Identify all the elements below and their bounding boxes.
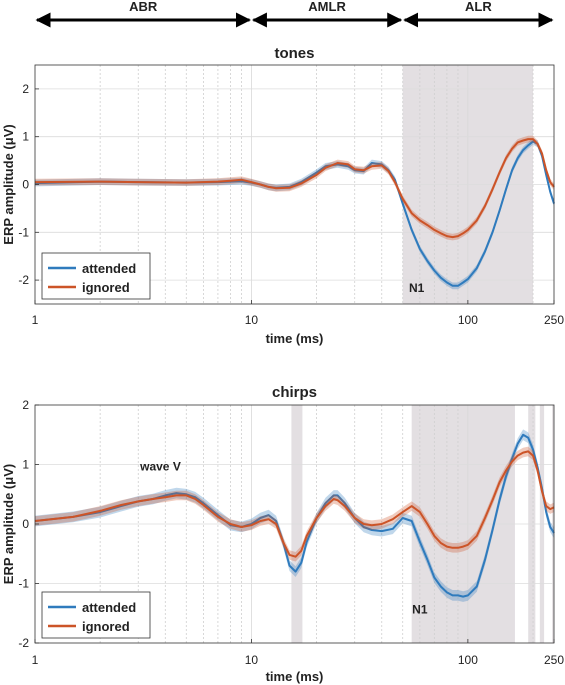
chart-title: tones — [274, 45, 314, 62]
x-tick-label: 250 — [544, 653, 564, 667]
region-label: ALR — [465, 0, 492, 14]
x-axis-label: time (ms) — [266, 331, 324, 346]
y-tick-label: -1 — [18, 577, 29, 591]
y-tick-label: 1 — [22, 130, 29, 144]
chart-title: chirps — [272, 384, 317, 401]
x-tick-label: 1 — [32, 653, 39, 667]
x-tick-label: 100 — [458, 313, 478, 327]
legend-label: ignored — [82, 280, 130, 295]
x-tick-label: 10 — [245, 653, 259, 667]
annotation: N1 — [412, 602, 428, 616]
legend-box — [41, 252, 151, 300]
x-tick-label: 250 — [544, 313, 564, 327]
y-tick-label: 0 — [22, 517, 29, 531]
y-tick-label: 0 — [22, 178, 29, 192]
legend-label: attended — [82, 261, 136, 276]
series-line-ignored — [34, 450, 555, 558]
legend-label: ignored — [82, 619, 130, 634]
region-label: ABR — [129, 0, 158, 14]
y-tick-label: 2 — [22, 398, 29, 412]
y-tick-label: 2 — [22, 82, 29, 96]
y-axis-label: ERP amplitude (μV) — [1, 124, 16, 244]
x-tick-label: 1 — [32, 313, 39, 327]
confidence-band-attended — [35, 429, 554, 602]
x-tick-label: 10 — [245, 313, 259, 327]
x-axis-label: time (ms) — [266, 669, 324, 684]
tones-panel: -2 -1 0 1 2 1 10 100 250 tones time (ms) ERP amplit… — [1, 45, 564, 346]
legend-label: attended — [82, 600, 136, 615]
region-header: ABR AMLR ALR — [35, 0, 554, 28]
annotation: N1 — [409, 281, 425, 295]
series-line-ignored — [34, 138, 555, 239]
series-line-attended — [34, 433, 555, 598]
y-axis-label: ERP amplitude (μV) — [1, 464, 16, 584]
region-label: AMLR — [308, 0, 346, 14]
y-tick-label: -1 — [18, 225, 29, 239]
legend-box — [41, 591, 151, 639]
annotation: wave V — [139, 459, 181, 473]
x-tick-label: 100 — [458, 653, 478, 667]
y-tick-label: 1 — [22, 458, 29, 472]
confidence-band-ignored — [35, 135, 554, 241]
y-tick-label: -2 — [18, 636, 29, 650]
confidence-band-ignored — [35, 446, 554, 562]
y-tick-label: -2 — [18, 273, 29, 287]
chirps-panel: -2 -1 0 1 2 1 10 100 250 chirps time (ms) ERP ampli… — [1, 384, 564, 684]
